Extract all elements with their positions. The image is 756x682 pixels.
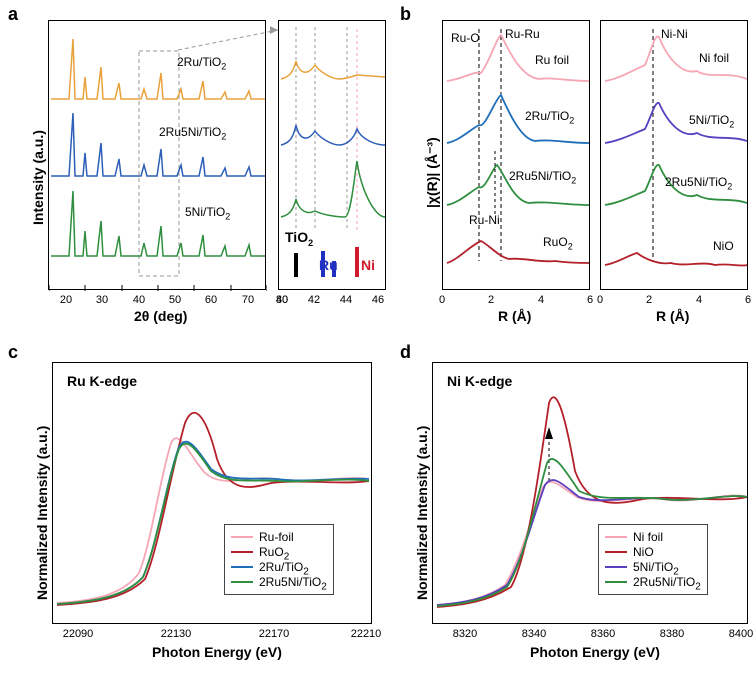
panel-a-tick-2: 40 (133, 294, 145, 306)
legend-label: Ni foil (633, 530, 663, 544)
legend-row: Ni foil (605, 530, 701, 544)
panel-d-t0: 8320 (453, 628, 477, 640)
panel-a-xlabel: 2θ (deg) (134, 308, 187, 324)
legend-row: NiO (605, 545, 701, 559)
legend-label: RuO2 (259, 545, 289, 559)
panel-c-ylabel: Normalized Intensity (a.u.) (34, 426, 50, 600)
panel-b-ylabel: |χ(R)| (Å⁻³) (424, 137, 441, 208)
legend-row: 2Ru/TiO2 (231, 560, 327, 574)
panel-d-t4: 8400 (729, 628, 753, 640)
panel-b-left: Ru-O Ru-Ru Ru foil 2Ru/TiO2 2Ru5Ni/TiO2 … (442, 20, 590, 290)
legend-label: NiO (633, 545, 654, 559)
panel-a-tick-1: 30 (96, 294, 108, 306)
panel-d-t3: 8380 (660, 628, 684, 640)
panel-a-inset-tick-0: 40 (276, 294, 288, 306)
panel-b-left-tick3: 6 (587, 294, 593, 306)
legend-row: RuO2 (231, 545, 327, 559)
panel-d-xlabel: Photon Energy (eV) (530, 644, 660, 660)
panel-a-inset-tick-2: 44 (340, 294, 352, 306)
panel-b-right-tick0: 0 (597, 294, 603, 306)
legend-row: 2Ru5Ni/TiO2 (231, 575, 327, 589)
panel-b-right-svg (601, 21, 749, 291)
panel-a-svg (49, 21, 267, 291)
panel-a-label: a (8, 4, 18, 25)
panel-a-inset-svg (279, 21, 387, 291)
panel-a-tick-3: 50 (169, 294, 181, 306)
panel-b-left-tick1: 2 (488, 294, 494, 306)
panel-c-legend: Ru-foil RuO2 2Ru/TiO2 2Ru5Ni/TiO2 (224, 524, 334, 595)
panel-c-t1: 22130 (161, 628, 192, 640)
panel-a-inset: TiO2 Ru Ni (278, 20, 386, 290)
panel-a-tick-0: 20 (60, 294, 72, 306)
panel-d-t2: 8360 (591, 628, 615, 640)
legend-label: Ru-foil (259, 530, 294, 544)
panel-d-ylabel: Normalized Intensity (a.u.) (414, 426, 430, 600)
panel-c-t3: 22210 (351, 628, 382, 640)
panel-b-right: Ni-Ni Ni foil 5Ni/TiO2 2Ru5Ni/TiO2 NiO (600, 20, 748, 290)
panel-c-label: c (8, 342, 18, 363)
panel-a-tick-5: 70 (242, 294, 254, 306)
panel-b-left-svg (443, 21, 591, 291)
panel-a-plot: 2Ru/TiO2 2Ru5Ni/TiO2 5Ni/TiO2 (48, 20, 266, 290)
legend-label: 2Ru5Ni/TiO2 (633, 575, 701, 589)
panel-d-label: d (400, 342, 411, 363)
panel-b-right-tick2: 4 (696, 294, 702, 306)
panel-b-left-tick2: 4 (538, 294, 544, 306)
panel-b-label: b (400, 4, 411, 25)
panel-d-legend: Ni foil NiO 5Ni/TiO2 2Ru5Ni/TiO2 (598, 524, 708, 595)
panel-b-left-xlabel: R (Å) (498, 308, 531, 324)
legend-label: 5Ni/TiO2 (633, 560, 679, 574)
panel-a-inset-tick-1: 42 (308, 294, 320, 306)
panel-b-right-tick3: 6 (745, 294, 751, 306)
legend-row: Ru-foil (231, 530, 327, 544)
panel-b-left-tick0: 0 (439, 294, 445, 306)
panel-b-right-tick1: 2 (646, 294, 652, 306)
panel-d-t1: 8340 (522, 628, 546, 640)
legend-label: 2Ru/TiO2 (259, 560, 309, 574)
panel-a-inset-tick-3: 46 (372, 294, 384, 306)
panel-c-t2: 22170 (259, 628, 290, 640)
panel-c-t0: 22090 (63, 628, 94, 640)
panel-c-xlabel: Photon Energy (eV) (152, 644, 282, 660)
panel-a-ylabel: Intensity (a.u.) (30, 130, 46, 225)
panel-a-tick-4: 60 (205, 294, 217, 306)
legend-label: 2Ru5Ni/TiO2 (259, 575, 327, 589)
figure-root: a 2Ru/TiO2 2Ru5Ni/TiO2 5Ni/TiO2 (0, 0, 756, 682)
legend-row: 2Ru5Ni/TiO2 (605, 575, 701, 589)
legend-row: 5Ni/TiO2 (605, 560, 701, 574)
panel-b-right-xlabel: R (Å) (656, 308, 689, 324)
